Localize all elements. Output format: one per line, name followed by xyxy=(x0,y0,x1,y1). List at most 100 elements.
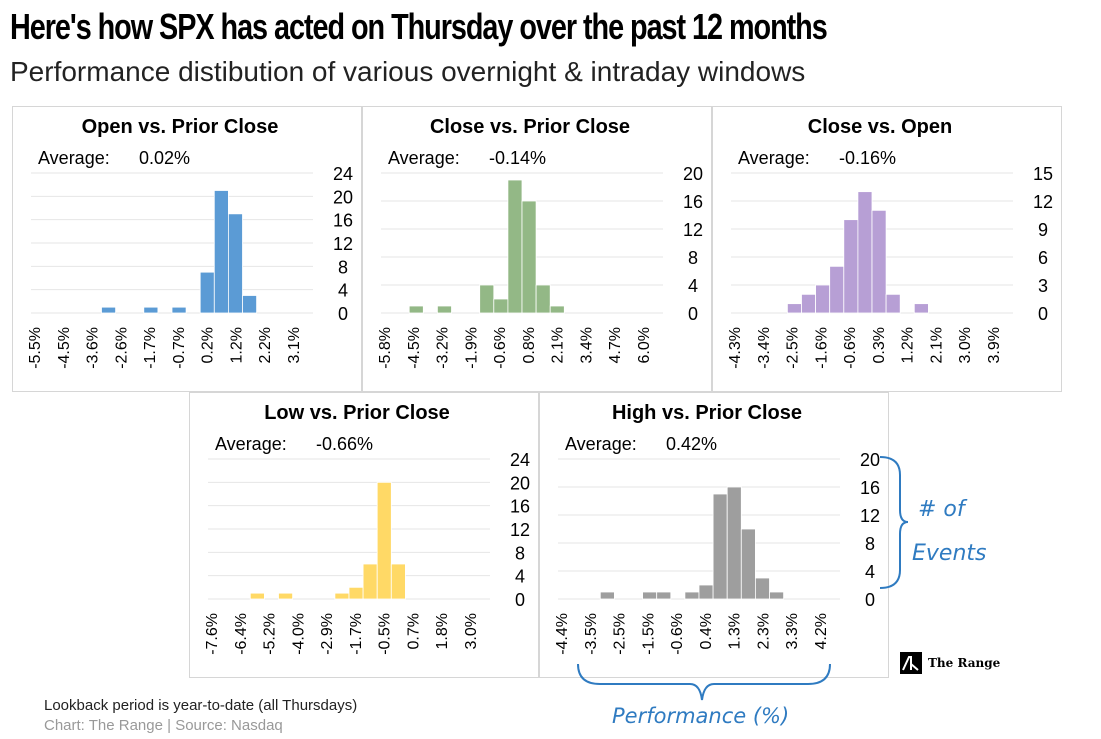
x-tick-label: -7.6% xyxy=(204,613,221,655)
average-label: Average: xyxy=(215,434,287,454)
histogram-bar xyxy=(437,305,452,314)
x-tick-label: 3.0% xyxy=(463,613,480,649)
histogram-bar xyxy=(712,493,728,600)
histogram-bar xyxy=(535,284,551,314)
histogram-bar xyxy=(913,303,929,314)
histogram-bar xyxy=(698,584,714,600)
x-tick-label: 0.3% xyxy=(871,327,888,363)
footer-source: Chart: The Range | Source: Nasdaq xyxy=(44,717,283,734)
y-tick-label: 9 xyxy=(1038,220,1048,240)
x-tick-label: 0.4% xyxy=(698,613,715,649)
histogram-bar xyxy=(213,190,229,314)
average-value: -0.14% xyxy=(489,148,546,168)
histogram-bar xyxy=(769,591,785,600)
x-tick-label: -1.9% xyxy=(463,327,480,369)
x-tick-label: -4.0% xyxy=(290,613,307,655)
y-tick-label: 20 xyxy=(683,164,703,184)
histogram-bar xyxy=(507,179,523,314)
histogram-bar xyxy=(101,306,117,314)
y-tick-label: 20 xyxy=(860,450,880,470)
x-tick-label: -5.8% xyxy=(377,327,394,369)
annotation-events-line1: # of xyxy=(918,497,965,522)
title-highlight-day: Thursday xyxy=(391,6,513,47)
histogram-bar xyxy=(787,303,802,314)
panel-close-vs-open: Close vs. Open Average: -0.16% 0 3 6 9 12 15 -4.3… xyxy=(712,106,1062,392)
panel-title: Low vs. Prior Close xyxy=(264,402,450,424)
x-tick-label: -3.4% xyxy=(756,327,773,369)
average-value: -0.16% xyxy=(839,148,896,168)
x-tick-label: 2.1% xyxy=(928,327,945,363)
histogram-bar xyxy=(684,591,700,600)
histogram-bar xyxy=(278,592,294,600)
x-tick-label: -0.7% xyxy=(171,327,188,369)
y-tick-label: 12 xyxy=(333,234,353,254)
histogram-bar xyxy=(334,592,350,600)
y-tick-label: 4 xyxy=(338,281,348,301)
average-label: Average: xyxy=(38,148,110,168)
histogram-bar xyxy=(801,293,817,314)
y-tick-label: 0 xyxy=(1038,304,1048,324)
x-tick-label: 1.8% xyxy=(434,613,451,649)
annotation-events-line2: Events xyxy=(912,541,987,566)
chart-subtitle: Performance distibution of various overn… xyxy=(10,56,806,87)
panel-title: Close vs. Open xyxy=(808,116,953,138)
x-tick-label: -5.2% xyxy=(262,613,279,655)
y-tick-label: 16 xyxy=(333,211,353,231)
y-tick-label: 8 xyxy=(865,534,875,554)
y-tick-label: 8 xyxy=(338,257,348,277)
y-tick-label: 16 xyxy=(510,497,530,517)
x-tick-label: 2.3% xyxy=(755,613,772,649)
x-tick-label: 0.8% xyxy=(521,327,538,363)
histogram-bar xyxy=(740,528,756,600)
histogram-bar xyxy=(171,306,187,314)
title-part-1: Here's how SPX has acted on xyxy=(10,6,392,47)
x-tick-label: -4.5% xyxy=(406,327,423,369)
x-tick-label: -0.5% xyxy=(377,613,394,655)
y-tick-label: 0 xyxy=(688,304,698,324)
histogram-bar xyxy=(754,577,770,600)
y-tick-label: 24 xyxy=(510,450,530,470)
histogram-bar xyxy=(479,284,495,314)
histogram-bar xyxy=(642,591,658,600)
histogram-bar xyxy=(227,213,243,314)
x-tick-label: -1.5% xyxy=(640,613,657,655)
x-tick-label: 3.0% xyxy=(957,327,974,363)
histogram-svg: Open vs. Prior Close Average: 0.02% 0 4 8 12 16… xyxy=(27,116,353,369)
histogram-bar xyxy=(656,591,672,600)
y-tick-label: 8 xyxy=(515,543,525,563)
x-tick-label: 0.7% xyxy=(405,613,422,649)
histogram-svg: Close vs. Open Average: -0.16% 0 3 6 9 12 15 -4.3… xyxy=(727,116,1053,369)
y-tick-label: 0 xyxy=(515,590,525,610)
x-tick-label: 3.9% xyxy=(986,327,1003,363)
x-tick-label: -4.4% xyxy=(554,613,571,655)
y-tick-label: 12 xyxy=(683,220,703,240)
x-tick-label: 1.2% xyxy=(228,327,245,363)
y-tick-label: 12 xyxy=(510,520,530,540)
y-tick-label: 4 xyxy=(865,562,875,582)
x-tick-label: -4.3% xyxy=(727,327,744,369)
x-tick-label: -2.5% xyxy=(612,613,629,655)
x-tick-label: -3.2% xyxy=(435,327,452,369)
brand-name: The Range xyxy=(928,656,1001,670)
x-tick-label: 1.2% xyxy=(900,327,917,363)
histogram-svg: Close vs. Prior Close Average: -0.14% 0 4 8 12… xyxy=(377,116,703,369)
histogram-bar xyxy=(885,293,901,314)
x-tick-label: -0.6% xyxy=(492,327,509,369)
panel-title: Open vs. Prior Close xyxy=(82,116,279,138)
panel-open-vs-prior-close: Open vs. Prior Close Average: 0.02% 0 4 8 12 16… xyxy=(12,106,362,392)
x-tick-label: -0.6% xyxy=(842,327,859,369)
x-tick-label: 3.3% xyxy=(784,613,801,649)
x-tick-label: 4.2% xyxy=(813,613,830,649)
average-label: Average: xyxy=(738,148,810,168)
y-tick-label: 0 xyxy=(865,590,875,610)
histogram-bar xyxy=(376,481,392,600)
x-tick-label: 2.2% xyxy=(257,327,274,363)
average-value: 0.02% xyxy=(139,148,190,168)
annotation-performance: Performance (%) xyxy=(612,704,790,728)
y-tick-label: 12 xyxy=(1033,192,1053,212)
brand-logo: The Range xyxy=(900,651,1000,675)
panel-high-vs-prior-close: High vs. Prior Close Average: 0.42% 0 4 8 12 16… xyxy=(539,392,889,678)
x-tick-label: -1.7% xyxy=(348,613,365,655)
histogram-bar xyxy=(362,563,378,600)
histogram-bar xyxy=(549,305,565,314)
